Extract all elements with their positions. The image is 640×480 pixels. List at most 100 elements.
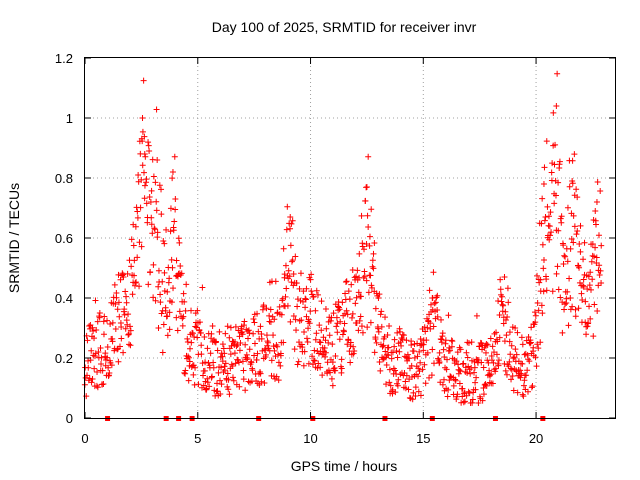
data-point — [416, 368, 423, 375]
data-point — [294, 303, 301, 310]
data-point — [394, 382, 401, 389]
data-point — [122, 325, 129, 332]
data-point — [214, 380, 221, 387]
y-tick-label: 1 — [66, 111, 73, 126]
data-point — [512, 346, 519, 353]
data-point — [580, 256, 587, 263]
data-point — [594, 308, 601, 315]
data-point — [297, 297, 304, 304]
ticks-layer: 0 0.2 0.4 0.6 0.8 1 1.2 0 5 10 15 20 — [55, 51, 615, 446]
data-point — [456, 380, 463, 387]
data-point — [506, 329, 513, 336]
data-point — [150, 173, 157, 180]
data-point — [270, 343, 277, 350]
data-point — [504, 313, 511, 320]
data-point — [353, 294, 360, 301]
data-point — [410, 389, 417, 396]
data-point — [100, 318, 107, 325]
data-point — [439, 381, 446, 388]
data-point — [572, 313, 579, 320]
data-point — [198, 351, 205, 358]
data-point — [415, 388, 422, 395]
data-point — [444, 393, 451, 400]
data-point — [240, 376, 247, 383]
data-point — [580, 283, 587, 290]
data-point — [84, 372, 91, 379]
data-point — [368, 284, 375, 291]
data-point — [332, 367, 339, 374]
data-point — [125, 330, 132, 337]
data-point — [102, 350, 109, 357]
data-point — [114, 346, 121, 353]
data-point — [365, 153, 372, 160]
data-point — [544, 203, 551, 210]
data-point — [557, 294, 564, 301]
data-point — [318, 327, 325, 334]
data-point — [338, 365, 345, 372]
data-point — [357, 313, 364, 320]
data-point — [266, 312, 273, 319]
data-point — [459, 360, 466, 367]
data-point — [312, 336, 319, 343]
data-point — [88, 379, 95, 386]
data-point — [307, 308, 314, 315]
data-point — [256, 382, 263, 389]
data-point — [554, 263, 561, 270]
data-point — [188, 339, 195, 346]
data-point — [229, 338, 236, 345]
data-point — [166, 326, 173, 333]
data-point — [170, 285, 177, 292]
data-point — [270, 332, 277, 339]
data-point — [416, 348, 423, 355]
data-point — [286, 273, 293, 280]
data-point — [417, 335, 424, 342]
data-point — [412, 393, 419, 399]
data-point — [131, 272, 138, 279]
data-point — [95, 349, 102, 356]
data-point — [140, 169, 147, 176]
data-point — [120, 274, 127, 281]
data-point — [492, 365, 499, 372]
data-point — [89, 324, 96, 331]
data-point — [310, 293, 317, 300]
data-point — [442, 337, 449, 344]
data-point — [267, 306, 274, 313]
data-point — [97, 345, 104, 352]
data-point — [200, 372, 207, 379]
data-point — [480, 391, 487, 398]
data-point — [115, 299, 122, 306]
data-point — [417, 359, 424, 366]
data-point — [300, 362, 307, 369]
data-point — [91, 365, 98, 372]
data-point — [153, 207, 160, 214]
data-point — [501, 274, 508, 280]
data-point — [461, 398, 468, 405]
data-point — [148, 221, 155, 228]
data-point — [98, 354, 105, 361]
data-point — [434, 292, 441, 299]
data-point — [227, 351, 234, 358]
data-point — [85, 364, 92, 371]
data-point — [373, 339, 380, 346]
data-point — [84, 337, 91, 344]
data-point — [540, 257, 547, 264]
data-point — [200, 382, 207, 389]
data-point — [576, 264, 583, 271]
data-point — [100, 381, 107, 388]
data-point — [441, 376, 448, 383]
data-point — [498, 293, 505, 300]
data-point — [285, 267, 292, 274]
data-point — [359, 329, 366, 336]
data-point — [558, 219, 565, 226]
data-point — [188, 307, 195, 314]
data-point — [239, 358, 246, 365]
data-point — [566, 183, 573, 190]
data-point — [424, 324, 431, 331]
data-point — [355, 289, 362, 296]
data-point — [566, 275, 573, 282]
data-point — [232, 339, 239, 346]
data-point — [445, 312, 452, 319]
data-point — [94, 318, 101, 325]
x-tick-label: 5 — [194, 431, 201, 446]
data-point — [561, 301, 568, 308]
